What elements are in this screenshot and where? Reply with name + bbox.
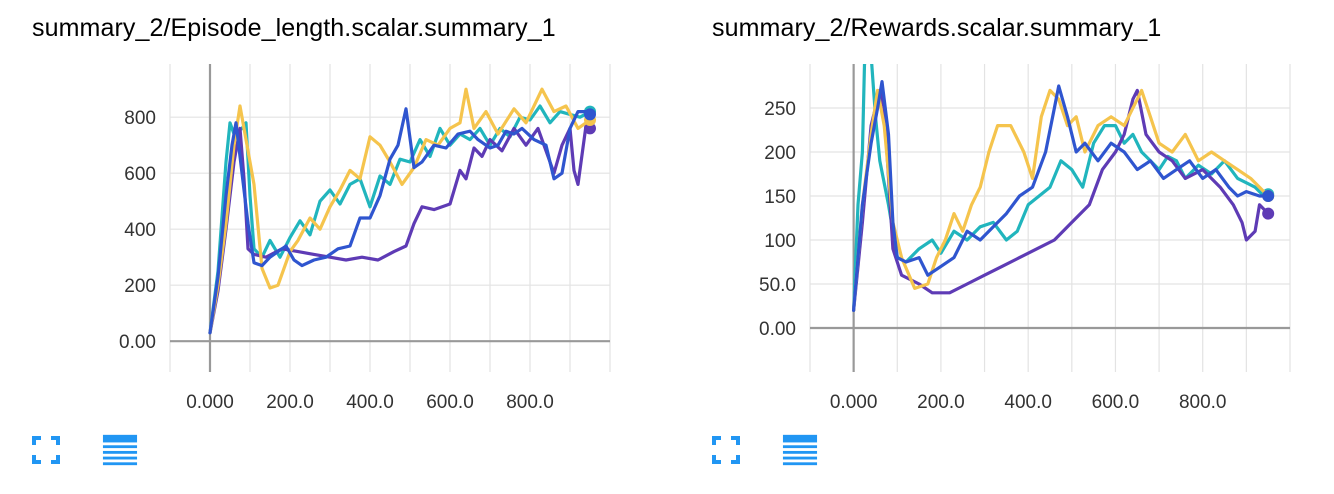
data-table-button[interactable] <box>102 432 138 468</box>
fullscreen-icon <box>712 436 740 464</box>
y-tick-label: 50.0 <box>759 275 796 296</box>
series-endpoint-4[interactable] <box>584 108 596 121</box>
series-line-2[interactable] <box>852 88 1270 312</box>
x-tick-label: 600.0 <box>426 392 474 413</box>
y-tick-label: 100 <box>764 231 796 252</box>
chart-title: summary_2/Episode_length.scalar.summary_… <box>32 14 556 42</box>
y-tick-label: 600 <box>124 164 156 185</box>
y-tick-label: 200 <box>764 143 796 164</box>
y-tick-label: 0.00 <box>119 332 156 353</box>
data-table-icon <box>782 434 818 466</box>
y-tick-label: 200 <box>124 276 156 297</box>
x-tick-label: 200.0 <box>266 392 314 413</box>
chart-card-episode-length: summary_2/Episode_length.scalar.summary_… <box>0 0 640 494</box>
data-table-icon <box>102 434 138 466</box>
y-tick-label: 150 <box>764 187 796 208</box>
x-tick-label: 600.0 <box>1092 392 1140 413</box>
series-endpoint-4[interactable] <box>1262 190 1275 202</box>
x-tick-label: 0.000 <box>830 392 878 413</box>
series-endpoint-2[interactable] <box>584 122 596 135</box>
fullscreen-button[interactable] <box>28 432 64 468</box>
data-table-button[interactable] <box>782 432 818 468</box>
line-chart-episode-length[interactable]: 0.00 200 400 600 800 0.000 200.0 400.0 600.0 800.… <box>0 0 640 420</box>
x-tick-label: 800.0 <box>506 392 554 413</box>
chart-toolbar <box>708 432 818 468</box>
chart-toolbar <box>28 432 138 468</box>
series-endpoint-2[interactable] <box>1262 207 1275 220</box>
x-tick-label: 200.0 <box>917 392 965 413</box>
chart-card-rewards: summary_2/Rewards.scalar.summary_1 0.00 5… <box>680 0 1320 494</box>
y-tick-label: 250 <box>764 99 796 120</box>
y-tick-label: 400 <box>124 220 156 241</box>
series-line-4[interactable] <box>208 107 592 335</box>
series-line-3[interactable] <box>208 87 592 335</box>
fullscreen-icon <box>32 436 60 464</box>
x-tick-label: 0.000 <box>186 392 234 413</box>
series-line-3[interactable] <box>852 88 1270 312</box>
x-tick-label: 400.0 <box>346 392 394 413</box>
y-tick-label: 800 <box>124 108 156 129</box>
x-tick-label: 400.0 <box>1004 392 1052 413</box>
series-line-4[interactable] <box>852 80 1270 312</box>
fullscreen-button[interactable] <box>708 432 744 468</box>
x-tick-label: 800.0 <box>1179 392 1227 413</box>
line-chart-rewards[interactable]: 0.00 50.0 100 150 200 250 0.000 200.0 400.0 600.0… <box>680 0 1320 420</box>
chart-title: summary_2/Rewards.scalar.summary_1 <box>712 14 1162 42</box>
y-tick-label: 0.00 <box>759 319 796 340</box>
